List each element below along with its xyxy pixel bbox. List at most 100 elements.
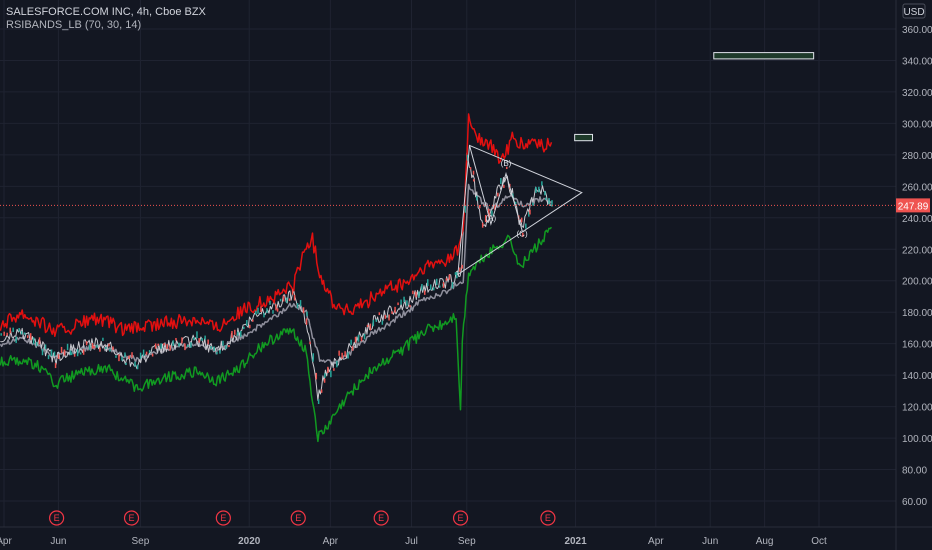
x-tick-label: Apr <box>323 536 339 547</box>
candle <box>309 341 311 345</box>
candle <box>378 312 381 316</box>
candle <box>315 372 318 380</box>
candle <box>350 339 352 345</box>
candle <box>344 351 346 357</box>
candle <box>29 333 32 341</box>
y-tick-label: 220.00 <box>902 245 932 256</box>
candle <box>69 350 72 356</box>
candle <box>391 311 393 314</box>
candle <box>406 300 408 306</box>
candle <box>15 336 17 343</box>
y-tick-label: 180.00 <box>902 308 932 319</box>
currency-label: USD <box>903 7 924 18</box>
candle <box>160 343 162 349</box>
candle <box>26 335 29 339</box>
candle <box>102 337 104 341</box>
candle <box>357 334 360 342</box>
candle <box>369 323 372 331</box>
candle <box>351 346 354 351</box>
candle <box>459 267 461 272</box>
candle <box>237 331 239 336</box>
candle <box>57 354 60 360</box>
target-box <box>713 52 815 60</box>
candle <box>360 336 363 342</box>
x-tick-label: Apr <box>648 536 664 547</box>
candle <box>121 357 123 361</box>
candle <box>288 298 291 302</box>
candle <box>412 290 414 295</box>
candle <box>108 343 110 347</box>
candle <box>172 340 174 346</box>
candle <box>9 327 11 334</box>
candle <box>384 314 387 319</box>
candle <box>109 348 111 352</box>
candle <box>198 338 200 343</box>
candle <box>375 319 378 322</box>
y-tick-label: 160.00 <box>902 340 932 351</box>
candle <box>423 290 426 295</box>
candle <box>249 324 251 329</box>
candle <box>312 359 314 362</box>
candle <box>269 300 271 305</box>
candle <box>63 349 66 356</box>
candle <box>154 343 157 349</box>
earnings-marker-label: E <box>295 513 301 523</box>
y-tick-label: 260.00 <box>902 182 932 193</box>
candle <box>112 346 114 350</box>
candle <box>260 306 262 313</box>
candle <box>448 274 451 280</box>
candle <box>181 337 183 344</box>
candle <box>538 186 540 193</box>
candle <box>243 326 245 330</box>
candle <box>178 342 180 347</box>
candle <box>105 346 107 349</box>
candle <box>166 344 168 350</box>
candle <box>88 344 91 350</box>
candle <box>44 344 47 350</box>
candle <box>522 232 524 237</box>
candle <box>336 360 338 368</box>
candle <box>279 298 282 302</box>
candle <box>426 279 429 286</box>
candle <box>438 285 441 288</box>
earnings-marker-label: E <box>378 513 384 523</box>
candle <box>79 352 82 355</box>
x-tick-label: Oct <box>811 536 827 547</box>
candle <box>529 209 531 215</box>
candle <box>50 349 53 357</box>
earnings-marker-icon <box>373 510 389 526</box>
y-tick-label: 60.00 <box>902 497 927 508</box>
candle <box>222 340 224 346</box>
candle <box>210 346 212 349</box>
y-tick-label: 300.00 <box>902 119 932 130</box>
candle <box>487 208 490 215</box>
x-tick-label: 2021 <box>564 536 587 547</box>
candle <box>255 310 257 315</box>
candle <box>454 272 457 275</box>
candle <box>491 210 493 216</box>
candle <box>421 283 423 291</box>
candle <box>299 300 302 307</box>
candle <box>341 352 343 359</box>
candle <box>317 399 320 405</box>
candle <box>12 327 14 333</box>
candle <box>320 389 323 393</box>
wave-label: (C) <box>517 230 528 239</box>
candle <box>145 351 148 355</box>
last-price-label: 247.89 <box>898 201 929 212</box>
candle <box>506 166 508 170</box>
candle <box>323 378 326 383</box>
candle <box>207 339 209 345</box>
candle <box>545 197 547 200</box>
earnings-marker-icon <box>452 510 469 526</box>
candle <box>520 217 523 223</box>
candle <box>139 352 142 359</box>
candle <box>372 320 375 327</box>
x-tick-label: 2020 <box>238 536 261 547</box>
candle <box>442 282 445 288</box>
wave-line <box>469 145 523 231</box>
candle <box>193 337 195 341</box>
